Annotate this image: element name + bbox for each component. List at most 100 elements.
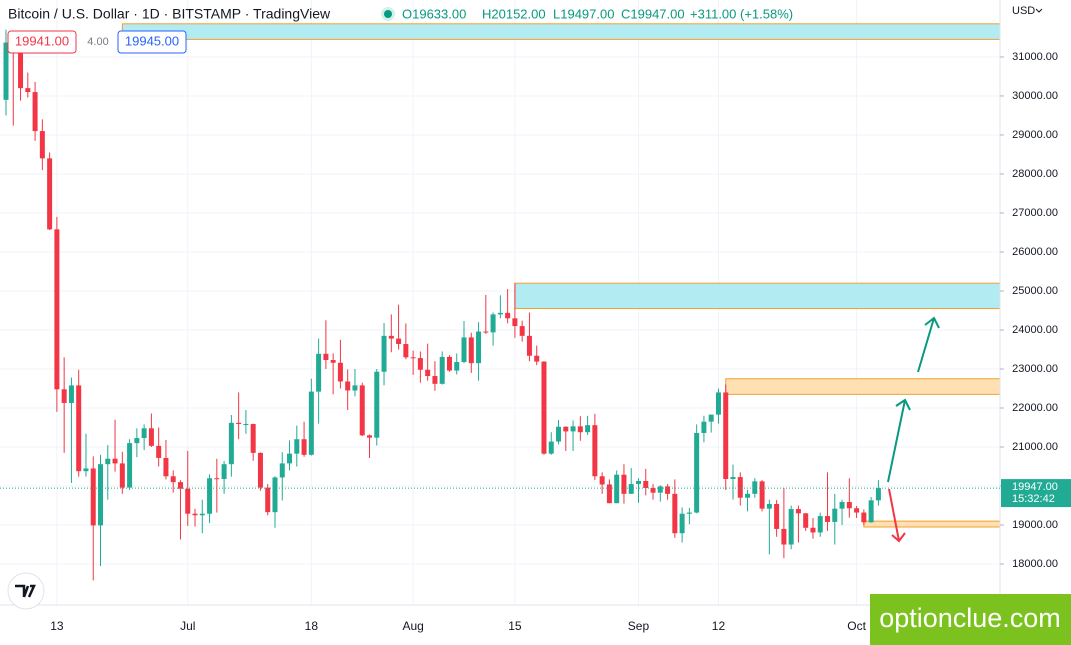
candle-body xyxy=(3,42,9,100)
candle-body xyxy=(257,452,263,488)
ask[interactable]: 19945.00 xyxy=(125,33,179,48)
y-tick-label: 23000.00 xyxy=(1012,363,1058,375)
y-tick-label: 28000.00 xyxy=(1012,168,1058,180)
candle-body xyxy=(454,361,460,371)
candle-body xyxy=(854,508,860,513)
candle-body xyxy=(715,392,721,415)
y-tick-label: 24000.00 xyxy=(1012,324,1058,336)
candle-body xyxy=(337,362,343,382)
y-tick-label: 21000.00 xyxy=(1012,441,1058,453)
currency[interactable]: USD xyxy=(1012,5,1035,17)
candle-body xyxy=(490,314,496,333)
bid[interactable]: 19941.00 xyxy=(15,33,69,48)
candle-body xyxy=(185,488,191,514)
y-tick-label: 27000.00 xyxy=(1012,207,1058,219)
candle-body xyxy=(526,335,532,356)
candle-body xyxy=(250,424,256,453)
candle-body xyxy=(628,484,634,494)
candle-body xyxy=(76,385,82,472)
candle-body xyxy=(25,88,31,93)
candle-body xyxy=(425,369,431,377)
logo xyxy=(15,584,36,598)
candle-body xyxy=(614,474,620,504)
y-tick-label: 29000.00 xyxy=(1012,129,1058,141)
candle-body xyxy=(795,509,801,514)
candle-body xyxy=(781,528,787,545)
y-tick-label: 18000.00 xyxy=(1012,558,1058,570)
ohlc-value: L19497.00 xyxy=(553,6,614,21)
candle-body xyxy=(548,441,554,454)
candle-body xyxy=(817,516,823,533)
candle-body xyxy=(723,392,729,480)
candle-body xyxy=(446,356,452,371)
candle-body xyxy=(803,513,809,528)
candle-body xyxy=(439,356,445,384)
candle-body xyxy=(556,426,562,442)
candle-body xyxy=(323,353,329,361)
candle-body xyxy=(701,421,707,433)
candle-body xyxy=(98,464,104,526)
candle-body xyxy=(403,344,409,358)
axes: 18000.0019000.0020000.0021000.0022000.00… xyxy=(50,51,1058,633)
zone xyxy=(514,282,1001,310)
candle-body xyxy=(505,312,511,319)
candle-body xyxy=(221,464,227,480)
candles xyxy=(3,29,881,581)
candle-body xyxy=(279,463,285,478)
ohlc-value: O19633.00 xyxy=(402,6,466,21)
candle-body xyxy=(592,425,598,477)
candle-body xyxy=(745,493,751,498)
last-price-label: 19947.00 xyxy=(1012,481,1058,493)
ohlc-value: C19947.00 xyxy=(621,6,685,21)
candle-body xyxy=(541,361,547,454)
y-tick-label: 25000.00 xyxy=(1012,285,1058,297)
candle-body xyxy=(868,500,874,523)
candle-body xyxy=(534,355,540,362)
candle-body xyxy=(396,338,402,345)
candle-body xyxy=(47,158,53,230)
candle-body xyxy=(679,513,685,534)
candle-body xyxy=(599,476,605,485)
candle-body xyxy=(461,337,467,362)
ohlc-value: H20152.00 xyxy=(482,6,546,21)
candle-body xyxy=(432,376,438,384)
candle-body xyxy=(90,468,96,526)
candle-body xyxy=(476,331,482,364)
candle-body xyxy=(861,512,867,523)
buy-box[interactable] xyxy=(117,30,187,54)
candle-body xyxy=(388,335,394,339)
arrow-down xyxy=(888,488,906,543)
candle-body xyxy=(54,229,60,390)
y-tick-label: 22000.00 xyxy=(1012,402,1058,414)
candle-body xyxy=(766,503,772,509)
arrow-up xyxy=(917,316,940,373)
candle-body xyxy=(832,508,838,522)
candle-body xyxy=(272,477,278,513)
zone xyxy=(725,378,1001,395)
x-tick-label: Sep xyxy=(628,619,650,633)
watermark-box xyxy=(870,594,1071,645)
currency-caret[interactable] xyxy=(1035,8,1043,13)
candle-body xyxy=(752,481,758,494)
candle-body xyxy=(127,443,133,488)
candle-body xyxy=(105,458,111,465)
candle-body xyxy=(359,385,365,436)
candle-body xyxy=(119,463,125,488)
y-tick-label: 19000.00 xyxy=(1012,519,1058,531)
candle-body xyxy=(468,337,474,364)
candle-body xyxy=(148,428,154,446)
candle-body xyxy=(563,426,569,432)
candle-body xyxy=(141,428,147,439)
candle-body xyxy=(177,482,183,489)
y-tick-label: 26000.00 xyxy=(1012,246,1058,258)
candle-body xyxy=(497,312,503,315)
candle-body xyxy=(417,358,423,370)
candle-body xyxy=(61,389,67,403)
sell-box[interactable] xyxy=(7,30,77,54)
candle-body xyxy=(730,477,736,480)
countdown: 15:32:42 xyxy=(1012,493,1055,505)
grid xyxy=(0,0,1000,605)
